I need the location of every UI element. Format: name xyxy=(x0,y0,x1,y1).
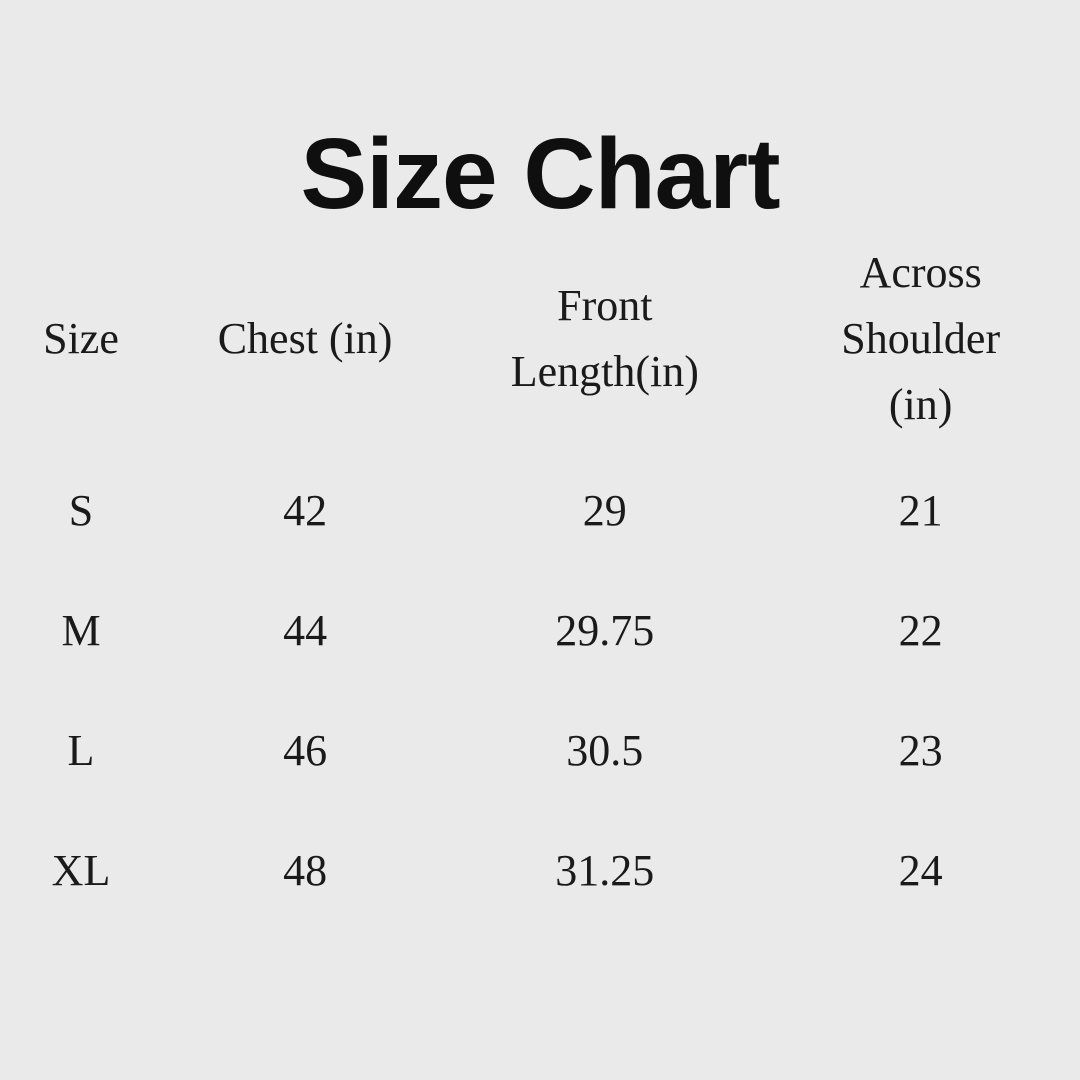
column-header-label-line: (in) xyxy=(888,380,953,429)
size-cell: M xyxy=(61,606,101,655)
size-cell: S xyxy=(68,486,94,535)
front-length-cell: 29.75 xyxy=(555,606,655,655)
column-header-front-length: Front Length(in) xyxy=(448,273,761,405)
front-length-cell: 31.25 xyxy=(555,846,655,895)
chest-cell: 42 xyxy=(283,486,328,535)
column-header-across-shoulder: Across Shoulder (in) xyxy=(761,240,1080,438)
table-row: M 44 29.75 22 xyxy=(0,571,1080,691)
column-header-label-line: Shoulder xyxy=(841,314,1001,363)
column-header-label: Size xyxy=(43,314,119,363)
front-length-cell: 29 xyxy=(582,486,627,535)
table-row: S 42 29 21 xyxy=(0,451,1080,571)
table-row: XL 48 31.25 24 xyxy=(0,811,1080,931)
page-title: Size Chart xyxy=(300,118,780,230)
across-shoulder-cell: 24 xyxy=(898,846,943,895)
table-header-row: Size Chest (in) Front Length(in) Across … xyxy=(0,240,1080,435)
chest-cell: 48 xyxy=(283,846,328,895)
column-header-size: Size xyxy=(0,306,162,372)
across-shoulder-cell: 23 xyxy=(898,726,943,775)
table-row: L 46 30.5 23 xyxy=(0,691,1080,811)
size-chart-table: Size Chest (in) Front Length(in) Across … xyxy=(0,240,1080,931)
column-header-label-line: Length(in) xyxy=(510,347,699,396)
across-shoulder-cell: 22 xyxy=(898,606,943,655)
front-length-cell: 30.5 xyxy=(566,726,644,775)
size-cell: XL xyxy=(51,846,111,895)
column-header-chest: Chest (in) xyxy=(162,306,448,372)
column-header-label: Chest (in) xyxy=(217,314,393,363)
chest-cell: 46 xyxy=(283,726,328,775)
size-cell: L xyxy=(67,726,95,775)
across-shoulder-cell: 21 xyxy=(898,486,943,535)
column-header-label-line: Across xyxy=(859,248,982,297)
column-header-label-line: Front xyxy=(557,281,653,330)
chest-cell: 44 xyxy=(283,606,328,655)
